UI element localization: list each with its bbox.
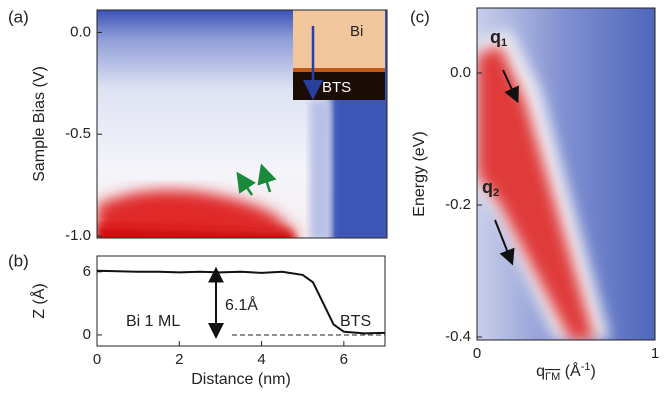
x-axis-label: qΓM (Å-1) bbox=[536, 361, 596, 383]
label-part: ΓM bbox=[545, 371, 560, 383]
y-axis-label: Energy (eV) bbox=[411, 131, 428, 216]
label-part: q bbox=[536, 363, 545, 380]
y-tick-label: 0 bbox=[83, 326, 91, 343]
y-tick-label: 0.0 bbox=[70, 23, 91, 40]
label-part: 1 bbox=[501, 37, 507, 49]
panel-label: (a) bbox=[8, 7, 29, 26]
label-part: (Å bbox=[560, 361, 581, 380]
annotation: Bi 1 ML bbox=[126, 313, 180, 330]
x-tick-label: 0 bbox=[473, 345, 481, 362]
y-tick-label: -0.5 bbox=[65, 125, 91, 142]
label-part: 2 bbox=[493, 187, 499, 199]
label-part: q bbox=[490, 27, 501, 47]
plot-frame bbox=[476, 7, 656, 341]
label-part: ) bbox=[591, 363, 596, 380]
label-part: -1 bbox=[581, 361, 591, 373]
profile-line bbox=[96, 269, 386, 335]
heatmap-c bbox=[477, 8, 655, 340]
annotation: q1 bbox=[490, 27, 507, 49]
annotation: BTS bbox=[340, 313, 371, 330]
annotation: q2 bbox=[482, 177, 499, 199]
x-tick-label: 6 bbox=[340, 351, 348, 368]
panel-label: (c) bbox=[410, 7, 430, 26]
y-axis-label: Z (Å) bbox=[29, 283, 48, 319]
annotation: 6.1Å bbox=[225, 295, 258, 314]
panel-label: (b) bbox=[8, 251, 29, 270]
arrow bbox=[494, 219, 515, 266]
y-tick-label: -0.2 bbox=[445, 196, 471, 213]
heatmap-a bbox=[97, 10, 387, 238]
x-tick-label: 2 bbox=[175, 351, 183, 368]
x-tick-label: 1 bbox=[651, 345, 659, 362]
x-tick-label: 4 bbox=[257, 351, 265, 368]
x-tick-label: 0 bbox=[93, 351, 101, 368]
y-tick-label: 0.0 bbox=[450, 64, 471, 81]
annotation: Bi bbox=[350, 23, 363, 40]
plot-frame bbox=[96, 9, 388, 239]
plot-frame bbox=[96, 255, 386, 347]
y-tick-label: -0.4 bbox=[445, 328, 471, 345]
x-axis-label: Distance (nm) bbox=[191, 371, 291, 388]
y-tick-label: -1.0 bbox=[65, 227, 91, 244]
y-axis-label: Sample Bias (V) bbox=[31, 66, 48, 182]
annotation: BTS bbox=[322, 79, 351, 96]
y-tick-label: 6 bbox=[83, 263, 91, 280]
arrow bbox=[502, 69, 519, 104]
label-part: q bbox=[482, 177, 493, 197]
